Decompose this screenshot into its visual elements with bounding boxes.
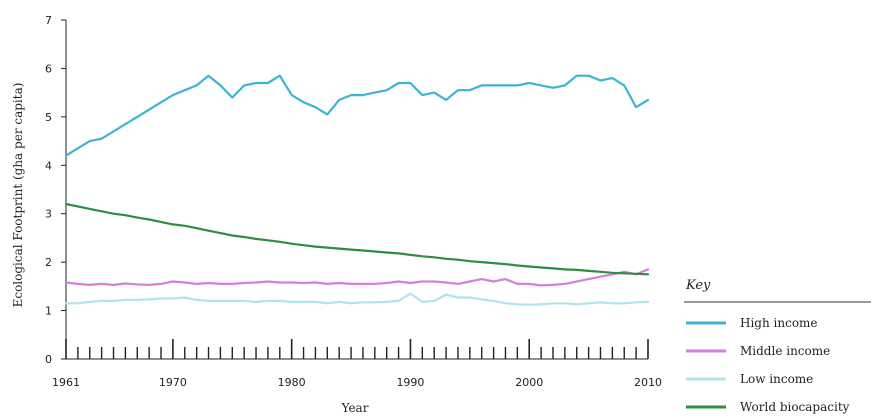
x-tick-label: 1970 <box>159 376 187 389</box>
y-tick-label: 1 <box>45 305 52 318</box>
plot-area: 0 1 2 3 4 5 6 7 1961 1970 1980 1990 2000 2010 <box>45 14 662 389</box>
series-line-low-income <box>64 292 650 306</box>
legend-label-world-biocapacity: World biocapacity <box>740 400 850 414</box>
legend-items: High income Middle income Low income World … <box>686 316 850 414</box>
x-tick-label: 1980 <box>278 376 306 389</box>
y-tick-label: 4 <box>45 159 52 172</box>
x-tick-label: 1961 <box>52 376 80 389</box>
y-axis-title: Ecological Footprint (gha per capita) <box>11 83 25 308</box>
y-tick-label: 7 <box>45 14 52 27</box>
x-axis-ticks: 1961 1970 1980 1990 2000 2010 <box>52 339 662 389</box>
y-tick-label: 5 <box>45 111 52 124</box>
y-tick-label: 3 <box>45 208 52 221</box>
y-tick-label: 2 <box>45 256 52 269</box>
y-tick-label: 6 <box>45 62 52 75</box>
legend-label-high-income: High income <box>740 316 818 330</box>
x-axis-title: Year <box>341 401 369 415</box>
x-tick-label: 2010 <box>634 376 662 389</box>
y-tick-label: 0 <box>45 353 52 366</box>
y-axis-ticks: 0 1 2 3 4 5 6 7 <box>45 14 66 366</box>
series-layer <box>64 74 650 306</box>
x-tick-label: 2000 <box>515 376 543 389</box>
legend-title: Key <box>685 278 711 293</box>
series-line-middle-income <box>64 268 650 287</box>
x-tick-label: 1990 <box>396 376 424 389</box>
series-line-world-biocapacity <box>64 202 650 276</box>
series-line-high-income <box>64 74 650 157</box>
legend-label-middle-income: Middle income <box>740 344 830 358</box>
legend-label-low-income: Low income <box>740 372 813 386</box>
legend: Key High income Middle income Low income Wo… <box>684 278 871 414</box>
